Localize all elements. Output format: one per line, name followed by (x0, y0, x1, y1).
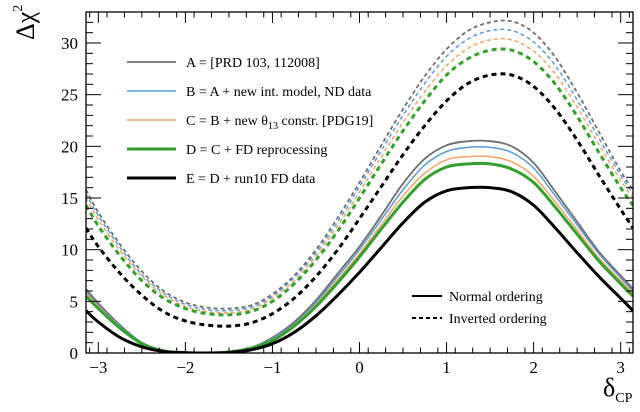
x-axis-title-main: δ (603, 373, 615, 402)
y-axis-title-main: Δχ (11, 11, 40, 40)
series-line-c-inverted-ordering (86, 37, 633, 314)
x-tick-label: −2 (176, 358, 194, 377)
series-layer (86, 19, 633, 353)
x-tick-label: −1 (263, 358, 281, 377)
legend-label: E = D + run10 FD data (186, 172, 316, 187)
y-tick-label: 25 (61, 86, 78, 105)
legend-lower: Normal ordering Inverted ordering (412, 290, 547, 327)
x-axis: −3 −2 −1 0 1 2 3 (89, 12, 630, 377)
x-tick-label: 0 (355, 358, 364, 377)
y-tick-label: 30 (61, 34, 78, 53)
legend-label: C = B + new θ13 constr. [PDG19] (186, 114, 373, 132)
x-tick-label: 1 (442, 358, 451, 377)
y-tick-label: 5 (70, 292, 79, 311)
series-line-b-inverted-ordering (86, 28, 633, 312)
legend-label: A = [PRD 103, 112008] (186, 56, 320, 71)
series-line-a-normal-ordering (86, 139, 633, 353)
legend-label: B = A + new int. model, ND data (186, 85, 372, 100)
series-line-e-normal-ordering (86, 185, 633, 353)
legend-upper: A = [PRD 103, 112008] B = A + new int. mo… (127, 56, 373, 187)
svg-text:Δχ2: Δχ2 (11, 5, 40, 40)
x-tick-label: 3 (616, 358, 625, 377)
series-line-d-inverted-ordering (86, 47, 633, 317)
y-axis-title-sup: 2 (11, 5, 26, 12)
legend-label: D = C + FD reprocessing (186, 143, 327, 158)
y-tick-label: 15 (61, 189, 78, 208)
series-line-e-inverted-ordering (86, 72, 633, 328)
x-axis-title: δCP (603, 373, 633, 406)
y-tick-label: 0 (70, 344, 79, 363)
y-axis-title: Δχ2 (11, 5, 40, 40)
x-tick-label: −3 (89, 358, 107, 377)
x-tick-label: 2 (529, 358, 538, 377)
legend-label: Inverted ordering (449, 312, 547, 327)
series-line-a-inverted-ordering (86, 19, 633, 310)
y-tick-label: 20 (61, 137, 78, 156)
y-tick-label: 10 (61, 241, 78, 260)
legend-label: Normal ordering (449, 290, 543, 305)
svg-text:δCP: δCP (603, 373, 633, 406)
x-axis-title-sub: CP (615, 391, 632, 406)
y-axis: 0 5 10 15 20 25 30 (61, 21, 633, 363)
